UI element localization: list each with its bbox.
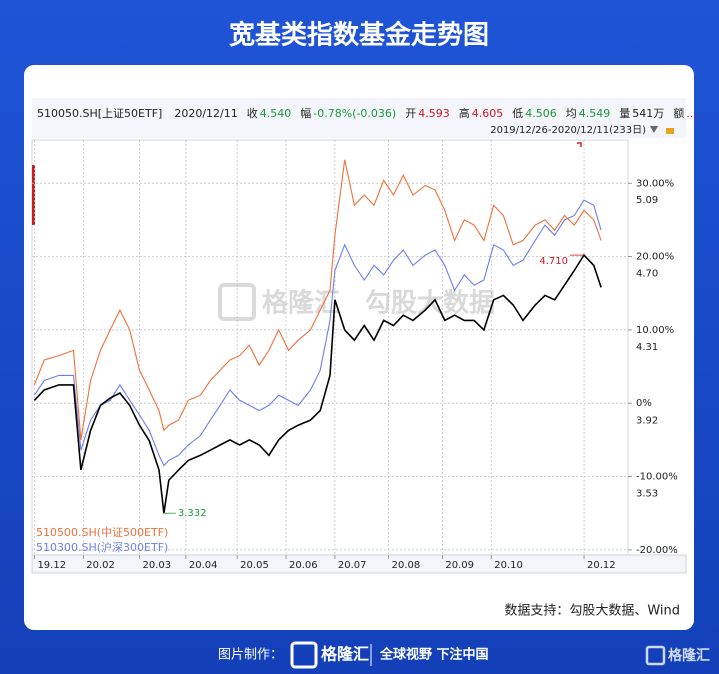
lock-icon[interactable] [666, 128, 674, 134]
quote-label: 量 [619, 107, 630, 120]
quote-value: 4.605 [472, 107, 504, 120]
quote-value: 4.593 [418, 107, 450, 120]
quote-label: 高 [459, 106, 470, 120]
y2-tick-label: 3.92 [636, 415, 658, 426]
watermark-text: 格隆汇 [262, 288, 340, 319]
y-tick-label: -10.00% [636, 472, 678, 483]
footer-maker: 图片制作： [218, 648, 283, 663]
page-title: 宽基类指数基金走势图 [229, 20, 489, 51]
legend-entry: 510300.SH(沪深300ETF) [36, 540, 168, 554]
series-line [33, 199, 602, 467]
x-tick-label: 20.09 [445, 560, 474, 571]
footer-slogan: 全球视野 下注中国 [379, 647, 489, 663]
x-tick-label: 20.12 [587, 560, 616, 571]
brand-icon [645, 645, 666, 666]
range-dropdown[interactable] [650, 126, 658, 133]
x-tick-label: 20.02 [86, 560, 115, 571]
x-tick-label: 20.05 [240, 560, 269, 571]
x-axis-strip [31, 554, 687, 574]
quote-value: -0.78%(-0.036) [313, 107, 396, 120]
annotation: 4.710 [539, 256, 568, 267]
quote-bar-bg [32, 98, 686, 138]
footer-logo-icon [290, 641, 318, 669]
side-marker [32, 165, 35, 225]
quote-bar: 510050.SH[上证50ETF] 2020/12/11 收 4.540 幅 -0.78… [37, 106, 697, 120]
annotation: 3.332 [178, 508, 207, 519]
x-tick-label: 20.06 [289, 560, 318, 571]
y-tick-label: -20.00% [636, 545, 678, 556]
x-tick-label: 20.10 [494, 560, 523, 571]
quote-label: 额 [673, 107, 684, 120]
y-tick-label: 10.00% [636, 325, 674, 336]
quote-label: 收 [247, 106, 258, 120]
y2-tick-label: 4.70 [636, 269, 658, 280]
date-range: 2019/12/26-2020/12/11(233日) [490, 125, 646, 136]
series-line [33, 253, 602, 514]
quote-label: 开 [405, 107, 416, 120]
y2-tick-label: 3.53 [636, 489, 658, 500]
x-tick-label: 20.04 [189, 560, 218, 571]
quote-value: 4.540 [260, 107, 292, 120]
watermark-text: 勾股大数据 [365, 289, 495, 319]
footer-logo: 格隆汇 [321, 645, 369, 664]
quote-label: 均 [566, 107, 577, 120]
x-tick-label: 20.08 [392, 560, 421, 571]
y-tick-label: 0% [636, 398, 652, 409]
corner-marker [577, 142, 582, 147]
quote-value: ... [686, 107, 697, 120]
x-tick-label: 19.12 [37, 560, 66, 571]
y2-tick-label: 5.09 [636, 195, 658, 206]
y-tick-label: 20.00% [636, 252, 674, 263]
quote-label: 幅 [300, 107, 311, 120]
series-line [33, 159, 602, 440]
source-note: 数据支持：勾股大数据、Wind [504, 604, 680, 619]
quote-date: 2020/12/11 [174, 107, 237, 120]
quote-value: 4.506 [525, 107, 557, 120]
y2-tick-label: 4.31 [636, 342, 658, 353]
series-code: 510050.SH[上证50ETF] [37, 107, 162, 120]
quote-value: 541万 [632, 107, 664, 120]
x-tick-label: 20.03 [142, 560, 171, 571]
plot-area [31, 139, 629, 556]
y-tick-label: 30.00% [636, 178, 674, 189]
footer-brand: 格隆汇 [668, 647, 710, 664]
legend-entry: 510500.SH(中证500ETF) [36, 526, 168, 539]
quote-label: 低 [512, 107, 523, 120]
x-tick-label: 20.07 [338, 560, 367, 571]
quote-value: 4.549 [579, 107, 611, 120]
